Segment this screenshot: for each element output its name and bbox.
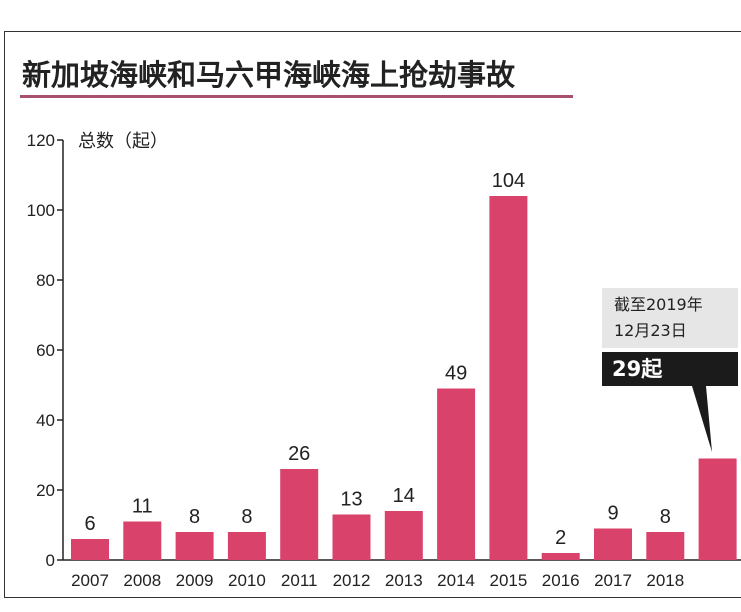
annotation-value: 29起 — [602, 352, 738, 386]
bar-2011 — [280, 469, 319, 560]
data-label: 49 — [445, 363, 467, 385]
x-tick-label: 2015 — [489, 571, 527, 590]
data-label: 14 — [393, 485, 415, 507]
bar-2016 — [541, 553, 580, 560]
bar-2017 — [594, 528, 632, 560]
bar-2015 — [489, 196, 528, 560]
x-tick-label: 2009 — [176, 571, 214, 590]
annotation-line2: 12月23日 — [614, 321, 687, 340]
data-label: 9 — [607, 503, 618, 525]
data-label: 11 — [132, 496, 153, 518]
x-tick-label: 2014 — [437, 571, 475, 590]
data-label: 8 — [241, 506, 252, 528]
data-label: 13 — [340, 489, 362, 511]
y-tick-label: 60 — [36, 341, 55, 360]
chart-title: 新加坡海峡和马六甲海峡海上抢劫事故 — [22, 58, 516, 92]
callout-pointer — [692, 386, 712, 452]
bar-2009 — [175, 532, 214, 560]
x-tick-label: 2007 — [71, 571, 109, 590]
bar-2012 — [332, 514, 371, 560]
x-tick-label: 2016 — [542, 571, 580, 590]
bar-2007 — [71, 539, 109, 560]
data-label: 8 — [189, 506, 200, 528]
y-tick-label: 40 — [36, 411, 55, 430]
y-tick-label: 0 — [46, 551, 55, 570]
data-label: 2 — [555, 527, 566, 549]
annotation-line1: 截至2019年 — [614, 295, 703, 314]
bar-2010 — [227, 532, 266, 560]
chart-frame — [4, 31, 741, 598]
data-label: 6 — [84, 513, 95, 535]
bar-2018 — [646, 532, 685, 560]
data-label: 104 — [492, 170, 525, 192]
x-tick-label: 2010 — [228, 571, 266, 590]
title-underline — [20, 95, 573, 98]
bar-2014 — [437, 388, 476, 560]
y-tick-label: 20 — [36, 481, 55, 500]
bar-2008 — [123, 521, 162, 560]
x-tick-label: 2012 — [333, 571, 371, 590]
y-axis-label: 总数（起） — [78, 131, 168, 152]
y-tick-label: 120 — [27, 131, 55, 150]
bar-2013 — [384, 511, 423, 560]
annotation-box: 截至2019年 12月23日 — [602, 288, 738, 348]
data-label: 8 — [660, 506, 671, 528]
x-tick-label: 2011 — [281, 571, 318, 590]
x-tick-label: 2018 — [646, 571, 684, 590]
y-tick-label: 100 — [27, 201, 55, 220]
x-tick-label: 2008 — [123, 571, 161, 590]
data-label: 26 — [288, 443, 310, 465]
x-tick-label: 2013 — [385, 571, 423, 590]
bar-2019 — [698, 458, 737, 560]
x-tick-label: 2017 — [594, 571, 632, 590]
y-tick-label: 80 — [36, 271, 55, 290]
